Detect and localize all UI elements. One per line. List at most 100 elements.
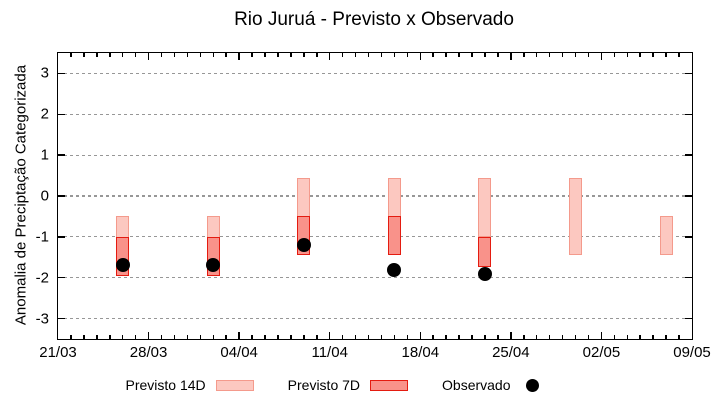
x-axis-tick <box>303 335 305 339</box>
legend-label-observado: Observado <box>442 377 511 393</box>
y-axis-tick <box>58 276 65 279</box>
x-axis-tick <box>497 53 499 57</box>
gridline <box>58 195 692 197</box>
x-axis-tick <box>458 335 460 339</box>
x-axis-tick <box>510 53 512 60</box>
legend-swatch-previsto-14d <box>215 379 254 391</box>
x-axis-tick <box>600 53 603 60</box>
x-axis-tick <box>574 53 577 57</box>
y-axis-tick <box>685 154 692 156</box>
y-axis-tick <box>58 195 65 197</box>
legend-swatch-previsto-7d <box>370 379 409 391</box>
x-axis-tick <box>510 332 512 339</box>
x-axis-tick <box>574 335 577 339</box>
x-axis-tick <box>238 332 240 339</box>
x-axis-tick <box>535 335 538 339</box>
x-axis-tick <box>523 335 525 339</box>
y-axis-tick <box>685 72 692 75</box>
y-tick-label: -3 <box>35 310 49 328</box>
x-axis-tick <box>70 53 72 57</box>
x-axis-tick <box>367 53 370 57</box>
x-axis-tick <box>445 53 447 57</box>
x-axis-tick <box>134 53 137 57</box>
dot-observado <box>387 262 402 277</box>
y-tick-label: 2 <box>40 105 49 123</box>
gridline <box>58 277 692 279</box>
x-axis-tick <box>264 335 266 339</box>
x-axis-tick <box>251 53 253 57</box>
x-axis-tick <box>264 53 266 57</box>
x-axis-tick <box>328 332 331 339</box>
x-tick-label: 25/04 <box>492 344 530 361</box>
x-axis-tick <box>432 335 434 339</box>
dot-observado <box>206 258 221 273</box>
x-tick-label: 09/05 <box>673 344 711 361</box>
x-axis-tick <box>121 53 124 57</box>
x-axis-tick <box>626 335 629 339</box>
x-axis-tick <box>652 335 654 339</box>
x-axis-tick <box>160 335 163 339</box>
bar-previsto-7d <box>387 216 401 256</box>
x-axis-tick <box>290 53 292 57</box>
x-axis-tick <box>173 53 176 57</box>
x-axis-tick <box>277 335 279 339</box>
x-axis-tick <box>678 53 680 57</box>
x-axis-tick <box>83 53 85 57</box>
x-axis-tick <box>613 53 616 57</box>
x-axis-tick <box>316 53 318 57</box>
legend-item-previsto-7d: Previsto 7D <box>287 377 409 393</box>
bar-previsto-7d <box>478 236 492 268</box>
x-axis-tick <box>225 53 227 57</box>
gridline <box>58 154 692 156</box>
x-axis-tick <box>212 335 214 339</box>
x-axis-tick <box>548 53 551 57</box>
bar-previsto-14d <box>659 216 673 256</box>
x-axis-tick <box>354 53 357 57</box>
x-axis-tick <box>380 335 383 339</box>
y-axis-tick <box>58 72 65 75</box>
x-axis-tick <box>380 53 383 57</box>
x-axis-tick <box>432 53 434 57</box>
x-tick-label: 21/03 <box>39 344 77 361</box>
x-axis-tick <box>471 335 473 339</box>
x-tick-label: 02/05 <box>582 344 621 361</box>
x-axis-tick <box>613 335 616 339</box>
x-axis-tick <box>70 335 72 339</box>
x-axis-tick <box>419 332 422 339</box>
x-axis-tick <box>277 53 279 57</box>
y-axis-tick <box>58 154 65 156</box>
x-axis-tick <box>341 53 344 57</box>
x-axis-tick <box>367 335 370 339</box>
x-axis-tick <box>173 335 176 339</box>
y-axis-tick <box>685 195 692 197</box>
x-axis-tick <box>109 53 111 57</box>
y-axis-tick <box>58 236 65 238</box>
x-axis-tick <box>471 53 473 57</box>
x-axis-tick <box>160 53 163 57</box>
x-axis-tick <box>199 335 202 339</box>
x-axis-tick <box>109 335 111 339</box>
y-axis-tick <box>685 113 692 116</box>
x-axis-tick <box>639 53 641 57</box>
x-axis-tick <box>393 53 396 57</box>
x-axis-tick <box>587 335 590 339</box>
gridline <box>58 236 692 238</box>
y-axis-tick <box>58 113 65 116</box>
x-axis-tick <box>523 53 525 57</box>
legend-label-previsto-7d: Previsto 7D <box>287 377 361 393</box>
x-axis-tick <box>445 335 447 339</box>
y-tick-label: 3 <box>40 64 49 82</box>
x-axis-tick <box>186 53 189 57</box>
x-axis-tick <box>419 53 422 60</box>
legend-item-observado: Observado <box>442 377 539 393</box>
x-axis-tick <box>290 335 292 339</box>
y-axis-tick <box>58 317 65 320</box>
y-axis-tick <box>685 236 692 238</box>
x-axis-tick <box>328 53 331 60</box>
bar-previsto-14d <box>569 177 583 256</box>
x-axis-tick <box>147 332 150 339</box>
x-axis-tick <box>212 53 214 57</box>
x-axis-tick <box>665 335 667 339</box>
plot-area: 3 2 1 0 -1 -2 -3 21/03 28/03 04/04 11/04 18/04 25/04… <box>36 52 711 361</box>
